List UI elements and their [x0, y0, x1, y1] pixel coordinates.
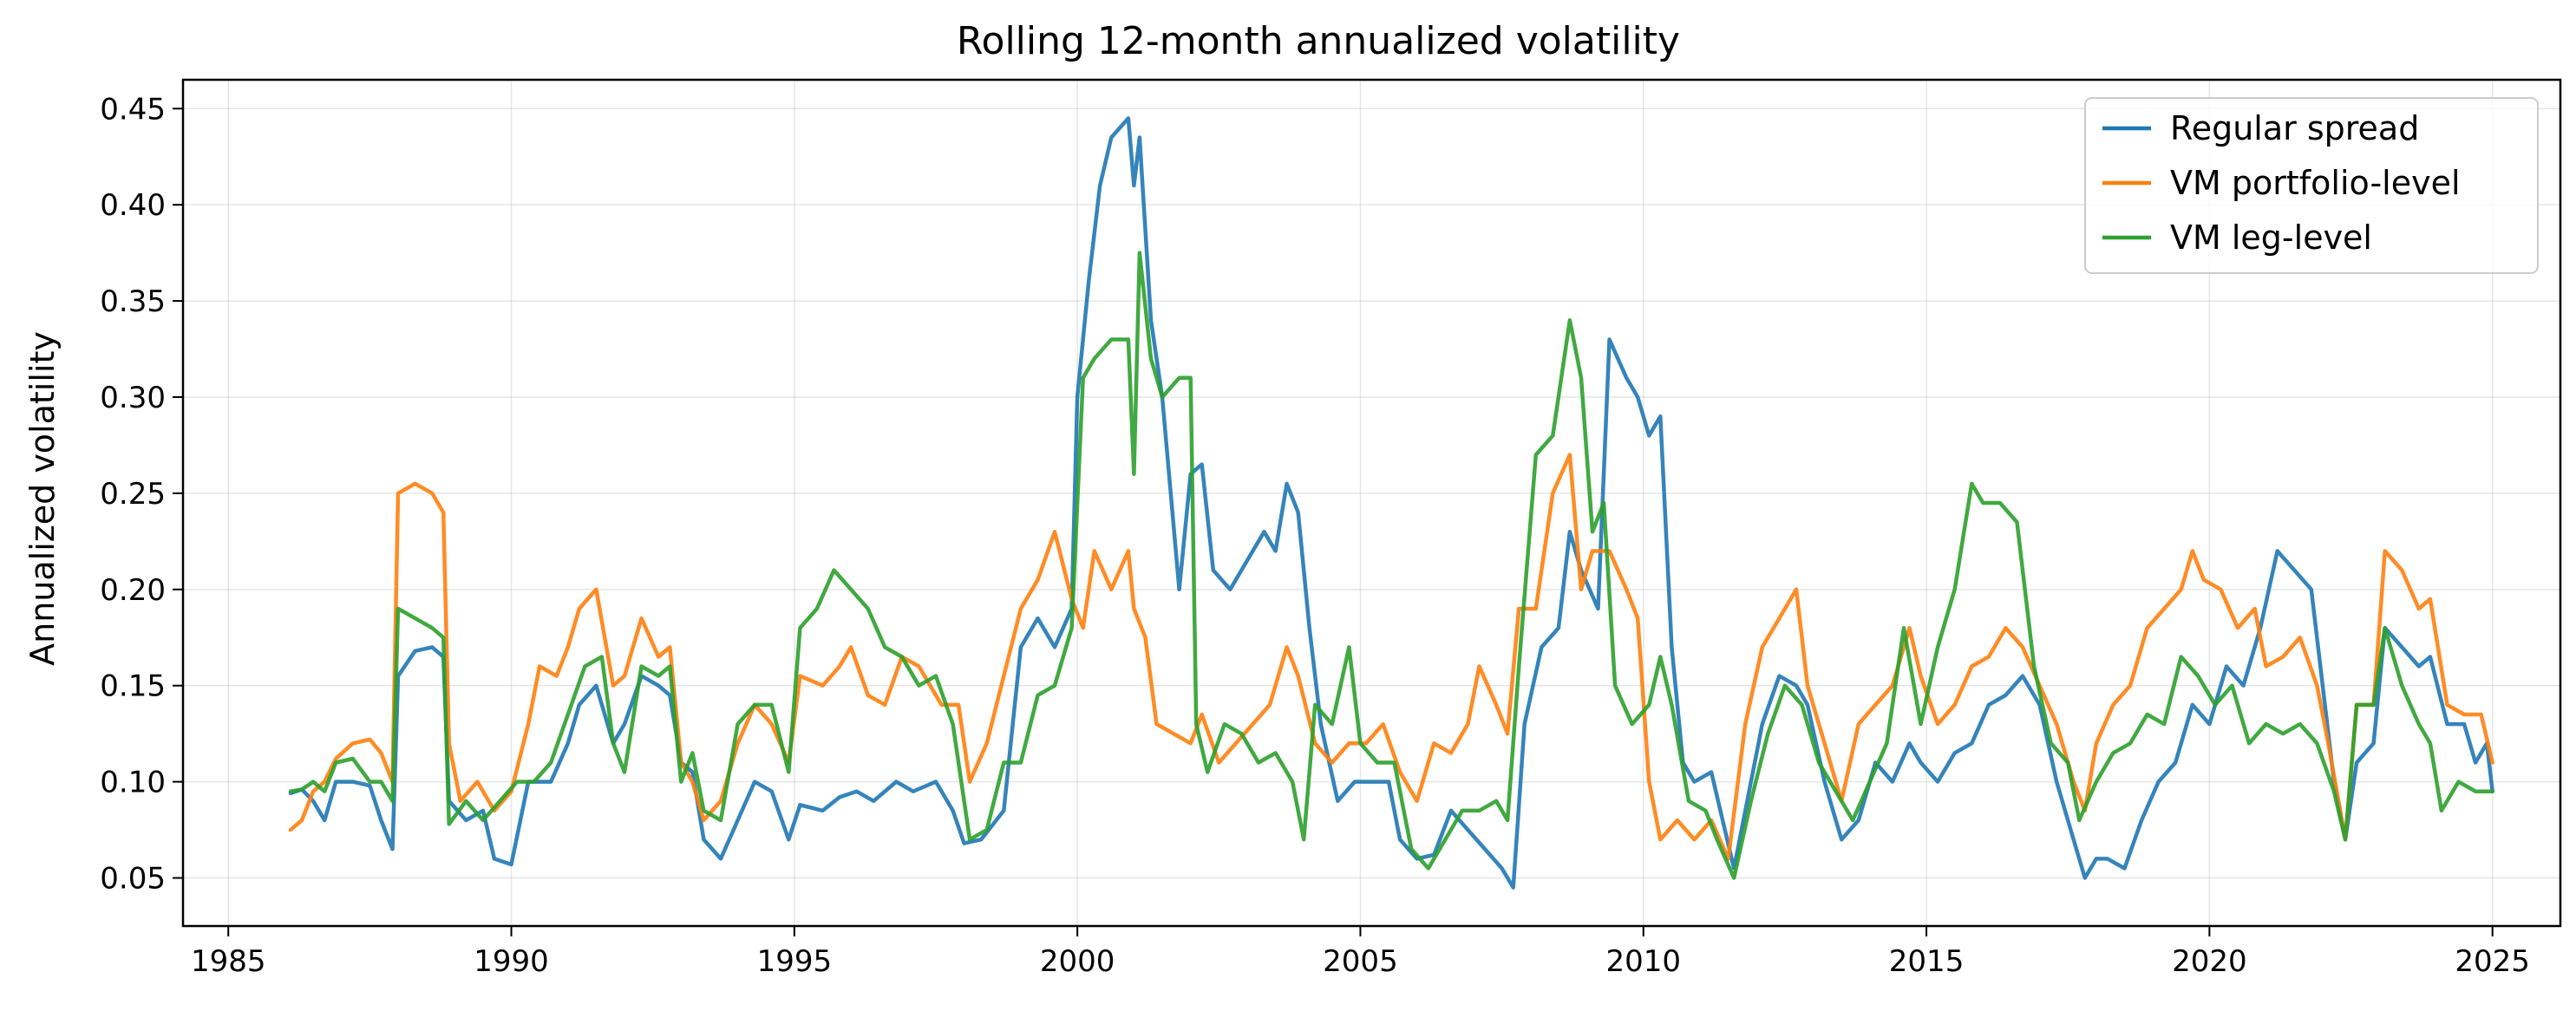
legend-label-regular-spread: Regular spread [2170, 109, 2419, 147]
y-tick-label: 0.10 [100, 766, 166, 800]
x-tick-label: 2025 [2455, 944, 2530, 979]
y-tick-label: 0.45 [100, 92, 166, 127]
legend-label-vm-leg-level: VM leg-level [2170, 219, 2372, 257]
y-tick-label: 0.40 [100, 188, 166, 223]
x-tick-label: 2000 [1040, 944, 1115, 979]
series-line-vm-leg-level [288, 251, 2494, 880]
x-tick-label: 1995 [757, 944, 833, 979]
x-tick-label: 2015 [1889, 944, 1965, 979]
legend-box [2084, 97, 2539, 274]
y-tick-label: 0.35 [100, 284, 166, 319]
x-tick-label: 2005 [1323, 944, 1398, 979]
series-line-regular-spread [288, 116, 2494, 890]
y-tick-label: 0.05 [100, 862, 166, 897]
x-tick-label: 1990 [474, 944, 549, 979]
x-tick-label: 2010 [1605, 944, 1681, 979]
legend-label-vm-portfolio-level: VM portfolio-level [2170, 164, 2461, 202]
y-tick-label: 0.20 [100, 573, 166, 608]
chart-title: Rolling 12-month annualized volatility [957, 19, 1680, 63]
series-line-vm-portfolio-level [288, 453, 2494, 861]
y-axis-label: Annualized volatility [23, 331, 62, 666]
y-tick-label: 0.15 [100, 669, 166, 704]
y-tick-label: 0.25 [100, 477, 166, 512]
legend: Regular spread VM portfolio-level VM leg-l… [2084, 97, 2539, 274]
x-tick-label: 2020 [2172, 944, 2247, 979]
y-tick-label: 0.30 [100, 381, 166, 415]
x-tick-label: 1985 [191, 944, 266, 979]
plot-frame [181, 78, 2562, 928]
axis-ticks: 1985 1990 1995 2000 2005 2010 2015 2020 2025 0.05… [100, 92, 2530, 979]
series-lines [288, 116, 2494, 890]
